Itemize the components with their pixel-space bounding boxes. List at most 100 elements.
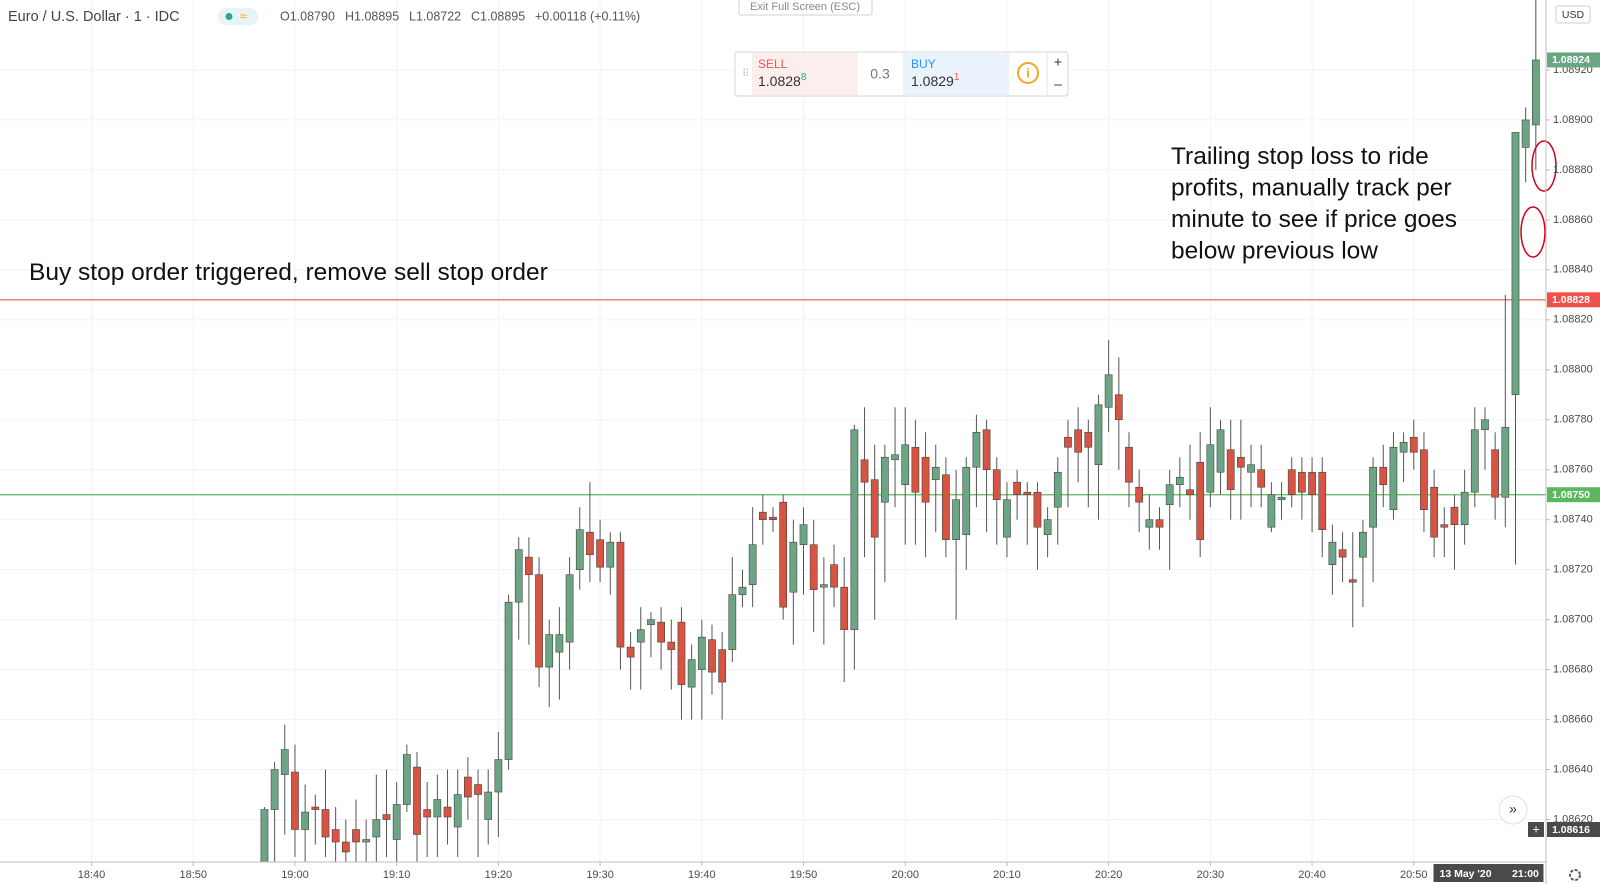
candle-body — [1053, 471, 1062, 508]
x-tick-label: 20:20 — [1095, 869, 1123, 881]
buy-label[interactable]: BUY — [911, 57, 936, 71]
candle-body — [870, 479, 879, 538]
candle-body — [1206, 444, 1215, 493]
currency-label[interactable]: USD — [1562, 9, 1585, 21]
candle-body — [372, 819, 381, 838]
candle-body — [962, 466, 971, 535]
candle-body — [1298, 471, 1306, 493]
candle-body — [748, 544, 757, 585]
buy-price[interactable]: 1.08291 — [911, 72, 960, 89]
sell-price[interactable]: 1.08288 — [758, 72, 807, 89]
candle-body — [636, 629, 645, 643]
y-tick-label: 1.08840 — [1553, 264, 1593, 276]
candle-body — [1531, 59, 1540, 126]
candle-body — [280, 749, 289, 775]
exit-fullscreen-label[interactable]: Exit Full Screen (ESC) — [750, 1, 860, 13]
candle-body — [1399, 441, 1408, 453]
candle-body — [1104, 374, 1113, 408]
candle-body — [697, 636, 706, 670]
cursor-time-tag — [1433, 864, 1544, 882]
sell-price-main: 1.0828 — [758, 73, 801, 89]
sell-label[interactable]: SELL — [758, 57, 788, 71]
candle-body — [575, 529, 584, 570]
candle-body — [1013, 481, 1021, 496]
candle-body — [1348, 579, 1357, 583]
candle-body — [453, 794, 462, 828]
y-tick-label: 1.08680 — [1553, 664, 1593, 676]
info-icon[interactable] — [1017, 62, 1039, 84]
legend-value: C1.08895 — [471, 9, 525, 23]
currency-box[interactable] — [1555, 5, 1591, 24]
candle-body — [1450, 506, 1459, 525]
candle-body — [1318, 471, 1327, 530]
candle-body — [1074, 429, 1082, 453]
candle-body — [1420, 449, 1428, 511]
candle-body — [301, 811, 309, 830]
candle-body — [921, 456, 930, 503]
candle-body — [840, 586, 849, 630]
candle-body — [881, 456, 889, 503]
candle-body — [494, 759, 503, 793]
annotation-line: below previous low — [1171, 238, 1378, 265]
candle-body — [1521, 119, 1530, 148]
candle-body — [525, 556, 533, 575]
candle-body — [819, 584, 828, 588]
y-tick-label: 1.08860 — [1553, 214, 1593, 226]
exit-fullscreen-button[interactable] — [738, 0, 873, 16]
candle-body — [392, 804, 401, 840]
candle-body — [1023, 491, 1032, 496]
candle-body — [647, 619, 655, 625]
candle-body — [718, 649, 727, 683]
candle-body — [1511, 132, 1520, 396]
candle-body — [1237, 456, 1245, 468]
scroll-to-realtime-icon: » — [1509, 801, 1517, 817]
candle-body — [1043, 519, 1052, 535]
candle-body — [565, 574, 574, 643]
candle-body — [555, 634, 564, 653]
candle-body — [1145, 519, 1154, 528]
candle-body — [891, 454, 899, 461]
cursor-price-tag — [1547, 822, 1600, 838]
candle-body — [677, 621, 686, 685]
buy-price-main: 1.0829 — [911, 73, 954, 89]
candle-body — [1114, 394, 1123, 421]
x-tick-label: 20:10 — [993, 869, 1021, 881]
x-tick-label: 19:00 — [281, 869, 309, 881]
candle-body — [799, 524, 808, 545]
candle-body — [433, 799, 442, 818]
candle-body — [1084, 431, 1093, 448]
candle-body — [1338, 549, 1347, 558]
annotation-left: Buy stop order triggered, remove sell st… — [29, 259, 548, 286]
candle-body — [504, 601, 513, 760]
axes: 1.086201.086401.086601.086801.087001.087… — [78, 52, 1600, 882]
candle-body — [1277, 496, 1286, 501]
cursor-date-label: 13 May '20 — [1439, 868, 1491, 880]
candle-body — [331, 829, 340, 843]
candle-body — [972, 431, 981, 468]
highlight-ellipse — [1531, 140, 1557, 192]
settings-icon[interactable] — [1569, 869, 1581, 881]
qty-minus[interactable]: – — [1054, 76, 1062, 92]
y-tick-label: 1.08720 — [1553, 564, 1593, 576]
candle-body — [311, 806, 320, 810]
candle-body — [1165, 484, 1174, 506]
candle-body — [341, 841, 350, 853]
candle-body — [1155, 519, 1164, 528]
candle-body — [1196, 461, 1205, 540]
candle-body — [942, 474, 950, 540]
cursor-time-label: 21:00 — [1512, 868, 1539, 880]
candle-body — [687, 659, 696, 688]
candle-body — [931, 466, 940, 481]
candle-body — [982, 429, 991, 471]
symbol-title: Euro / U.S. Dollar · 1 · IDC — [8, 9, 180, 25]
candle-body — [1481, 419, 1489, 431]
cursor-plus-button[interactable] — [1528, 822, 1544, 838]
candle-body — [362, 839, 371, 843]
candle-body — [1308, 471, 1316, 496]
buy-button[interactable] — [903, 53, 1009, 95]
sell-button[interactable] — [752, 53, 858, 95]
scroll-to-realtime-button[interactable] — [1498, 795, 1528, 825]
qty-plus[interactable]: + — [1054, 54, 1062, 70]
last-price-label: 1.08924 — [1552, 54, 1590, 66]
